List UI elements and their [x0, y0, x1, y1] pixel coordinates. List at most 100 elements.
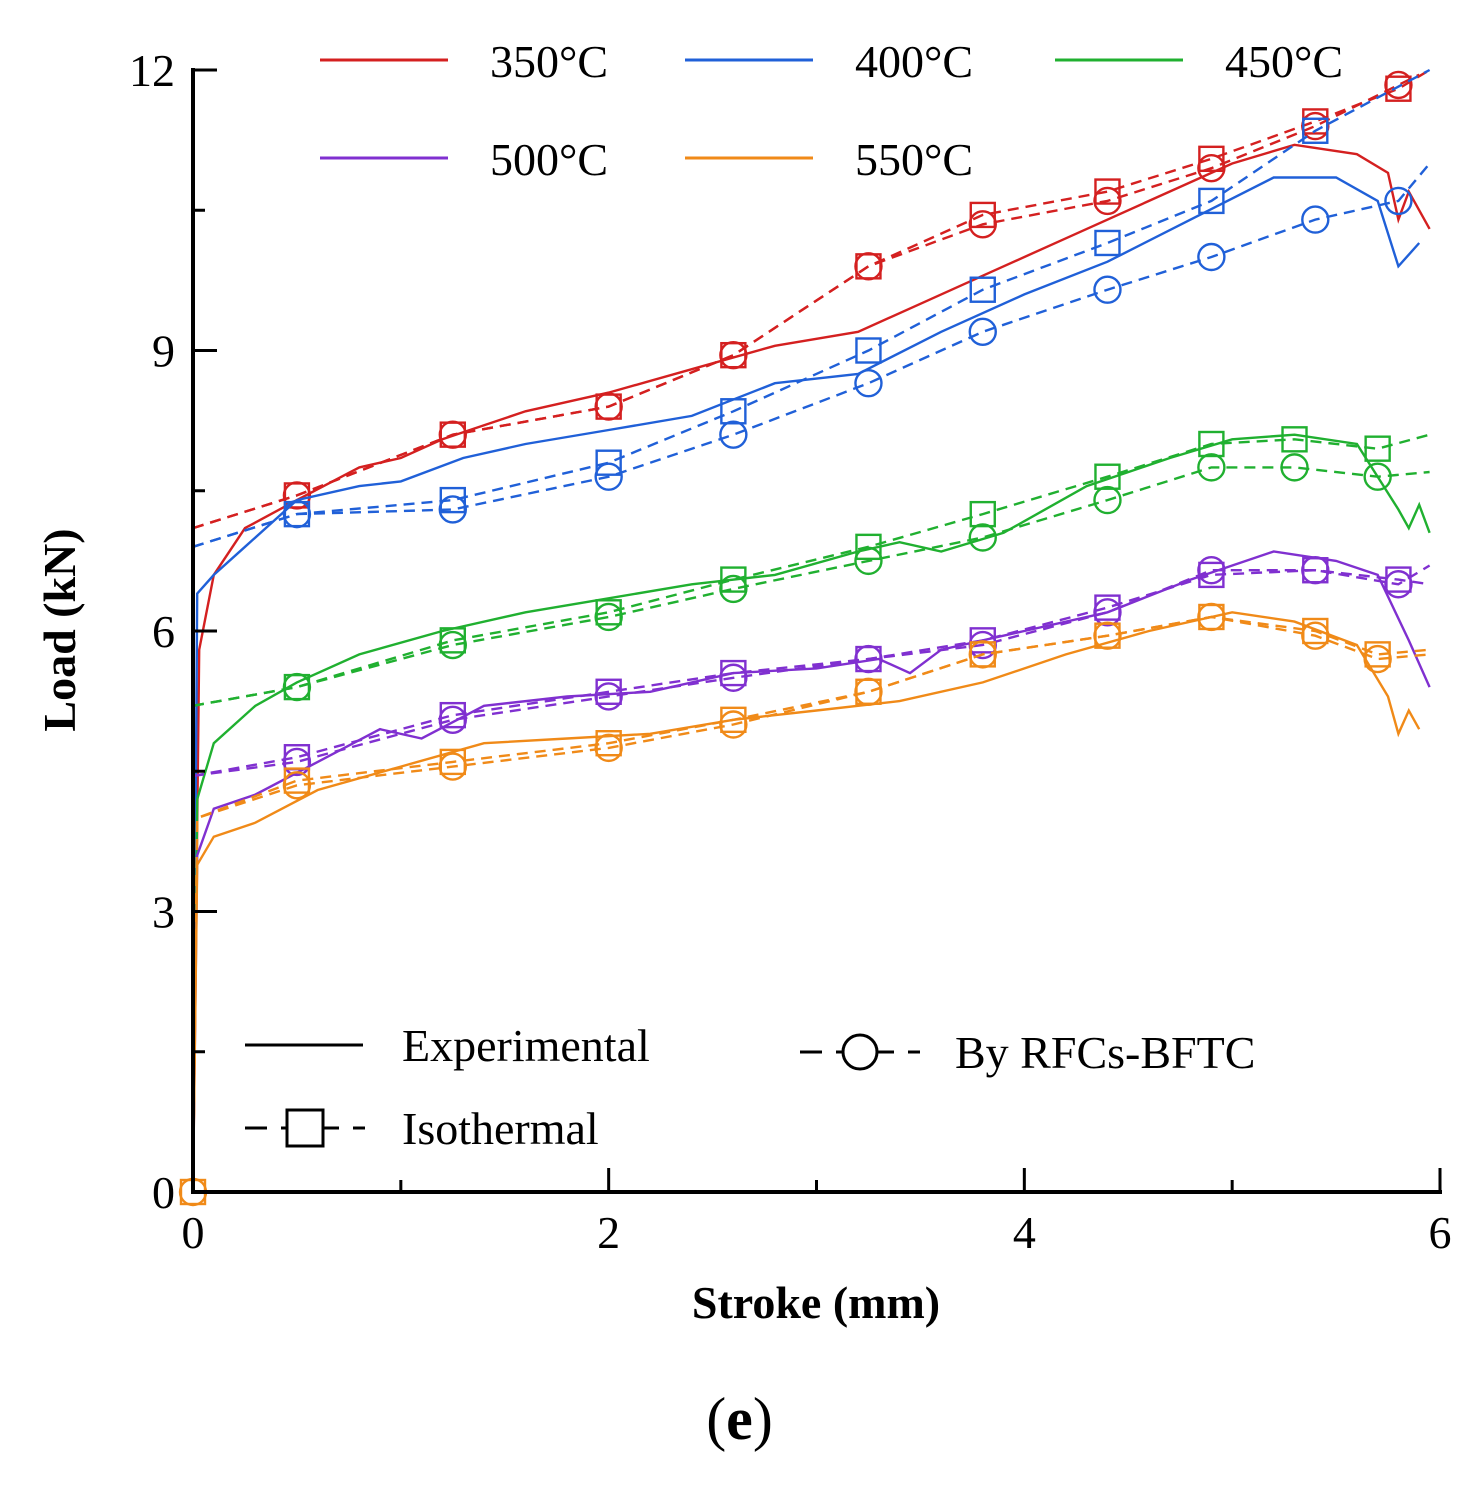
series-350-isothermal-marker [720, 341, 747, 369]
series-400-isothermal-line [192, 68, 1431, 548]
y-tick-label: 12 [129, 45, 175, 96]
legend-style-label: By RFCs-BFTC [955, 1027, 1255, 1078]
series-450-rfcs-marker [1197, 453, 1226, 482]
series-500-isothermal-marker [1094, 594, 1121, 621]
series-400-rfcs-marker [854, 369, 883, 398]
legend-temp-label: 350°C [490, 36, 608, 87]
series-450-isothermal-line [192, 433, 1430, 707]
series-350-isothermal-marker [283, 482, 311, 509]
series-450-isothermal-marker [1364, 435, 1391, 462]
y-tick-label: 9 [152, 326, 175, 377]
series-500-rfcs-marker [438, 705, 467, 735]
x-tick-label: 4 [1013, 1207, 1036, 1258]
panel-label-letter: e [726, 1386, 753, 1452]
series-450-experimental-line [191, 433, 1431, 1193]
series-450-isothermal-marker [283, 673, 311, 701]
series-550-experimental-line [191, 611, 1421, 1193]
series-550-isothermal-marker [969, 641, 996, 668]
series-550-isothermal-line [191, 615, 1430, 1193]
legend-temp-label: 400°C [855, 36, 973, 87]
panel-label-close: ) [752, 1386, 773, 1452]
series-500-isothermal-line [192, 568, 1430, 778]
plot-series [178, 68, 1431, 1207]
series-550-rfcs-line [191, 615, 1430, 1193]
legend-temp-label: 450°C [1225, 36, 1343, 87]
series-450-rfcs-line [192, 466, 1430, 707]
x-tick-label: 6 [1429, 1207, 1452, 1258]
series-350-isothermal-marker [969, 201, 996, 229]
series-450-isothermal-marker [720, 566, 747, 593]
series-450-rfcs-marker [1093, 485, 1122, 515]
series-400-isothermal-marker [720, 398, 747, 425]
x-tick-label: 0 [182, 1207, 205, 1258]
series-400-rfcs-marker [1384, 186, 1413, 216]
legend-style-label: Isothermal [402, 1103, 599, 1154]
axes: 0 3 6 9 12 0 2 4 6 [129, 45, 1452, 1258]
series-350-isothermal-marker [1385, 75, 1412, 102]
legend-square-marker [285, 1108, 325, 1148]
series-400-rfcs-marker [719, 420, 748, 449]
legend-temp-label: 500°C [490, 134, 608, 185]
series-400-isothermal-marker [855, 337, 882, 364]
series-550-isothermal-marker [1364, 641, 1391, 668]
series-350-isothermal-marker [439, 421, 466, 448]
legend-style-label: Experimental [402, 1020, 650, 1071]
series-400-rfcs-line [192, 162, 1431, 548]
series-350-isothermal-marker [595, 393, 622, 420]
y-tick-label: 3 [152, 887, 175, 938]
series-500-experimental-line [191, 550, 1431, 1193]
series-500-isothermal-marker [439, 701, 466, 729]
series-500-isothermal-marker [969, 627, 996, 654]
legend-temp-label: 550°C [855, 134, 973, 185]
series-500-isothermal-marker [595, 678, 622, 705]
series-550-isothermal-marker [595, 730, 622, 757]
series-350-isothermal-marker [1094, 178, 1121, 205]
series-400-isothermal-marker [1198, 187, 1225, 215]
series-450-isothermal-marker [969, 500, 996, 528]
series-400-isothermal-marker [595, 449, 622, 476]
series-450-isothermal-marker [1094, 463, 1121, 490]
series-400-rfcs-marker [968, 317, 997, 346]
y-axis-title: Load (kN) [34, 528, 85, 731]
series-400-isothermal-marker [283, 500, 311, 528]
series-550-isothermal-marker [439, 748, 466, 776]
style-legend: Experimental By RFCs-BFTC Isothermal [245, 1020, 1255, 1154]
series-400-rfcs-marker [1301, 205, 1330, 234]
series-350-rfcs-marker [1301, 111, 1330, 141]
series-350-isothermal-marker [855, 253, 882, 280]
series-500-isothermal-marker [855, 645, 882, 673]
y-tick-label: 0 [152, 1167, 175, 1218]
temperature-legend: 350°C 400°C 450°C 500°C 550°C [320, 36, 1343, 185]
series-450-rfcs-marker [968, 523, 997, 552]
panel-label-open: ( [706, 1386, 727, 1452]
series-500-isothermal-marker [1302, 557, 1329, 584]
series-400-rfcs-marker [594, 462, 623, 491]
series-350-rfcs-line [192, 73, 1420, 530]
series-550-rfcs-marker [854, 677, 883, 706]
series-550-isothermal-marker [720, 706, 747, 734]
x-axis-title: Stroke (mm) [692, 1277, 940, 1328]
series-500-isothermal-marker [1385, 566, 1412, 593]
series-450-isothermal-marker [855, 533, 882, 561]
series-550-isothermal-marker [1094, 622, 1121, 649]
series-450-rfcs-marker [438, 630, 467, 660]
panel-label: (e) [0, 1385, 1479, 1454]
series-500-rfcs-line [192, 564, 1431, 778]
series-450-rfcs-marker [594, 602, 623, 632]
series-400-rfcs-marker [1093, 275, 1122, 304]
series-450-rfcs-marker [1280, 453, 1309, 482]
series-400-isothermal-marker [1094, 229, 1121, 257]
series-450-isothermal-marker [1198, 430, 1225, 458]
series-350-rfcs-marker [854, 252, 883, 281]
series-450-isothermal-marker [595, 599, 622, 626]
legend-circle-marker [841, 1033, 879, 1071]
series-450-isothermal-marker [439, 627, 466, 654]
series-550-isothermal-marker [855, 678, 882, 705]
series-350-isothermal-line [192, 68, 1431, 530]
series-500-isothermal-marker [1198, 561, 1225, 589]
series-400-isothermal-marker [969, 276, 996, 303]
series-450-rfcs-marker [1363, 462, 1392, 491]
series-450-isothermal-marker [1281, 426, 1308, 453]
series-400-isothermal-marker [1302, 117, 1329, 144]
